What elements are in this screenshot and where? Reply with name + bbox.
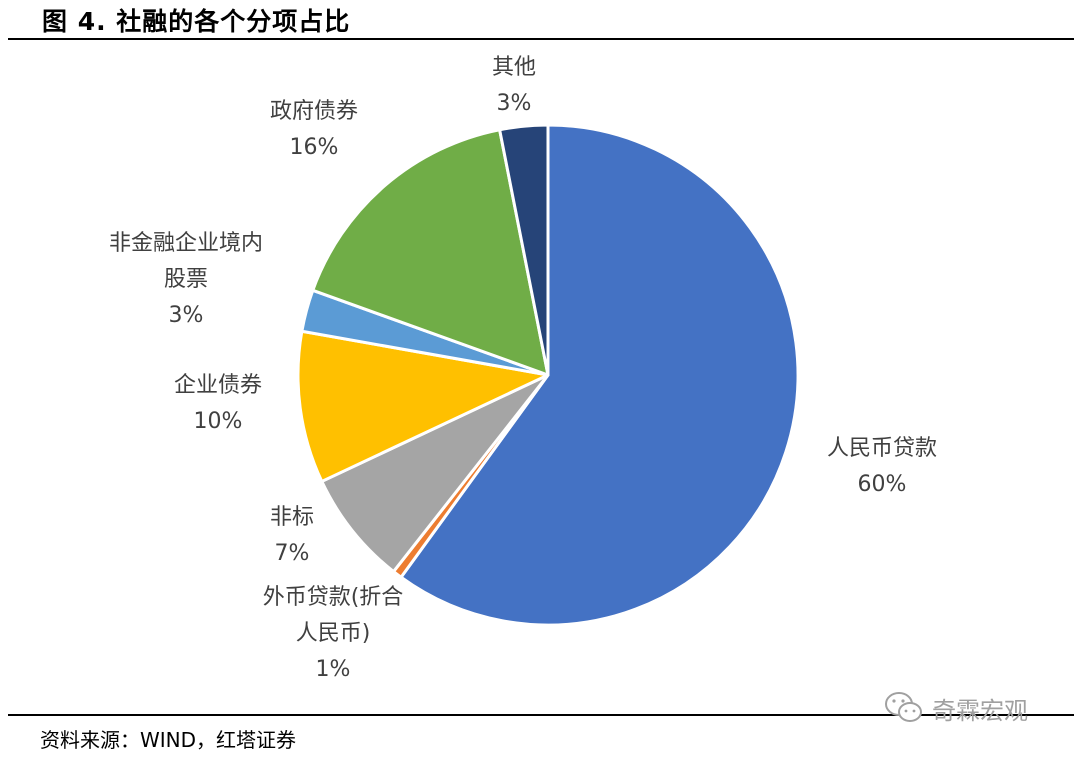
slice-label-0: 人民币贷款 60%	[827, 436, 937, 497]
watermark-text: 奇霖宏观	[932, 696, 1028, 725]
source-note: 资料来源：WIND，红塔证券	[40, 728, 297, 752]
slice-percent: 10%	[194, 409, 243, 434]
slice-name: 企业债券	[174, 373, 262, 398]
slice-name: 政府债券	[270, 99, 358, 124]
pie-slice-2	[320, 373, 550, 574]
wechat-icon	[885, 692, 922, 722]
slice-name: 股票	[164, 267, 208, 292]
slice-label-3: 企业债券 10%	[174, 373, 262, 434]
slice-name: 人民币)	[296, 621, 371, 646]
slice-percent: 3%	[169, 303, 204, 328]
slice-percent: 60%	[858, 472, 907, 497]
pie-labels: 人民币贷款 60% 外币贷款(折合人民币) 1% 非标 7% 企业债券 10% 非金融企业境内股…	[109, 55, 937, 682]
pie-slice-6	[498, 123, 550, 377]
slice-percent: 16%	[290, 135, 339, 160]
slice-name: 人民币贷款	[827, 436, 937, 461]
pie-slices	[296, 123, 800, 627]
slice-name: 其他	[492, 55, 536, 80]
pie-slice-3	[296, 329, 550, 483]
pie-slice-5	[311, 128, 550, 377]
watermark: 奇霖宏观	[884, 690, 1028, 726]
slice-label-1: 外币贷款(折合人民币) 1%	[263, 585, 404, 682]
pie-slice-0	[399, 123, 800, 627]
figure-title: 图 4. 社融的各个分项占比	[42, 7, 351, 36]
slice-label-6: 其他 3%	[492, 55, 536, 116]
slice-percent: 7%	[275, 541, 310, 566]
slice-name: 非金融企业境内	[109, 231, 263, 256]
bottom-rule	[8, 714, 1074, 716]
slice-name: 非标	[270, 505, 314, 530]
top-rule	[8, 38, 1074, 40]
slice-label-2: 非标 7%	[270, 505, 314, 566]
slice-percent: 3%	[497, 91, 532, 116]
slice-label-4: 非金融企业境内股票 3%	[109, 231, 263, 328]
slice-label-5: 政府债券 16%	[270, 99, 358, 160]
slice-percent: 1%	[316, 657, 351, 682]
slice-name: 外币贷款(折合	[263, 585, 404, 610]
